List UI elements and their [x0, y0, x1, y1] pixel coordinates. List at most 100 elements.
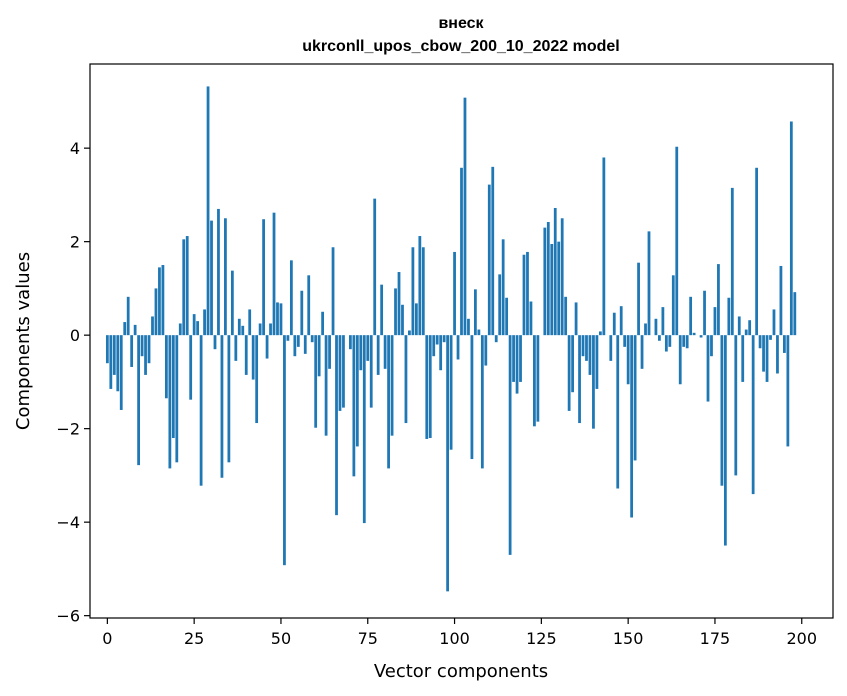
bar-107: [477, 329, 481, 336]
bar-190: [765, 335, 769, 382]
bar-118: [515, 335, 519, 394]
bar-99: [449, 335, 453, 450]
bar-25: [192, 314, 196, 336]
bar-5: [123, 322, 127, 336]
bar-95: [435, 335, 439, 345]
bar-40: [244, 335, 248, 375]
bar-75: [366, 335, 370, 361]
bar-80: [383, 335, 387, 369]
bar-57: [303, 335, 307, 354]
bar-134: [571, 335, 574, 393]
bar-140: [592, 335, 595, 429]
bar-161: [664, 335, 668, 352]
bar-117: [512, 335, 515, 382]
bar-36: [230, 270, 234, 336]
bar-42: [251, 335, 255, 380]
chart-title-line1: внеск: [438, 15, 484, 32]
plot-frame: [89, 63, 834, 619]
bar-71: [352, 335, 356, 477]
bar-68: [342, 335, 345, 408]
bar-143: [602, 157, 606, 336]
bar-131: [560, 218, 564, 336]
bar-166: [682, 335, 686, 347]
bar-94: [432, 335, 436, 357]
bar-123: [533, 335, 536, 427]
bar-11: [144, 335, 147, 375]
bar-49: [276, 302, 279, 336]
bar-91: [421, 247, 425, 336]
bar-89: [414, 303, 418, 336]
bar-1: [109, 335, 113, 389]
bar-77: [373, 198, 377, 336]
bar-22: [182, 239, 186, 336]
bar-181: [734, 335, 738, 476]
bar-147: [616, 335, 620, 489]
bar-65: [331, 247, 335, 336]
bar-192: [772, 309, 776, 336]
bar-62: [321, 311, 325, 336]
bar-132: [564, 296, 568, 336]
bar-155: [644, 323, 647, 336]
bar-82: [390, 335, 394, 436]
bar-72: [355, 335, 359, 447]
bar-146: [612, 312, 616, 336]
bar-148: [619, 306, 623, 336]
bar-66: [335, 335, 338, 516]
bar-130: [557, 241, 561, 336]
bar-171: [699, 335, 703, 338]
bar-28: [203, 309, 206, 336]
bar-111: [491, 166, 495, 336]
bar-100: [453, 251, 456, 336]
bar-159: [658, 335, 661, 341]
chart-title-line2: ukrconll_upos_cbow_200_10_2022 model: [302, 38, 619, 55]
bar-115: [505, 297, 509, 336]
bar-26: [196, 321, 200, 336]
y-axis-label: Components values: [13, 252, 34, 430]
bar-98: [446, 335, 449, 592]
bar-24: [189, 335, 193, 400]
bar-163: [671, 275, 675, 336]
bar-37: [234, 335, 238, 361]
bar-63: [324, 335, 328, 436]
bar-105: [470, 335, 474, 460]
bar-128: [550, 243, 554, 336]
bar-167: [685, 335, 689, 349]
bar-47: [269, 323, 272, 336]
bar-141: [595, 335, 599, 389]
bar-31: [213, 335, 217, 350]
y-tick-label-1: −4: [56, 513, 80, 532]
bar-30: [210, 220, 213, 336]
bar-150: [626, 335, 630, 385]
y-tick-label-4: 2: [70, 233, 80, 252]
bar-8: [133, 324, 137, 336]
x-axis-ticks: 0 25 50 75 100 125 150 175 200: [102, 618, 817, 648]
bar-193: [776, 335, 779, 374]
bar-165: [678, 335, 682, 385]
y-tick-label-3: 0: [70, 326, 80, 345]
bar-34: [224, 218, 227, 336]
bar-35: [227, 335, 231, 463]
bar-16: [161, 265, 165, 336]
bar-21: [178, 323, 182, 336]
bar-74: [362, 335, 366, 524]
bar-6: [126, 296, 130, 336]
bar-124: [536, 335, 540, 422]
bar-133: [567, 335, 571, 411]
bar-48: [272, 212, 276, 336]
bar-178: [723, 335, 727, 546]
y-tick-label-2: −2: [56, 420, 80, 439]
bar-43: [255, 335, 259, 424]
bar-180: [730, 187, 734, 336]
bar-88: [411, 247, 415, 336]
bar-79: [380, 284, 384, 336]
bar-56: [300, 290, 304, 336]
bar-39: [241, 325, 245, 336]
bar-152: [633, 335, 637, 461]
bar-195: [783, 335, 786, 353]
bar-45: [262, 219, 265, 336]
bar-96: [439, 335, 443, 371]
bar-135: [574, 302, 578, 336]
x-tick-label-200: 200: [786, 629, 817, 648]
bar-33: [220, 335, 224, 478]
bar-51: [283, 335, 286, 566]
